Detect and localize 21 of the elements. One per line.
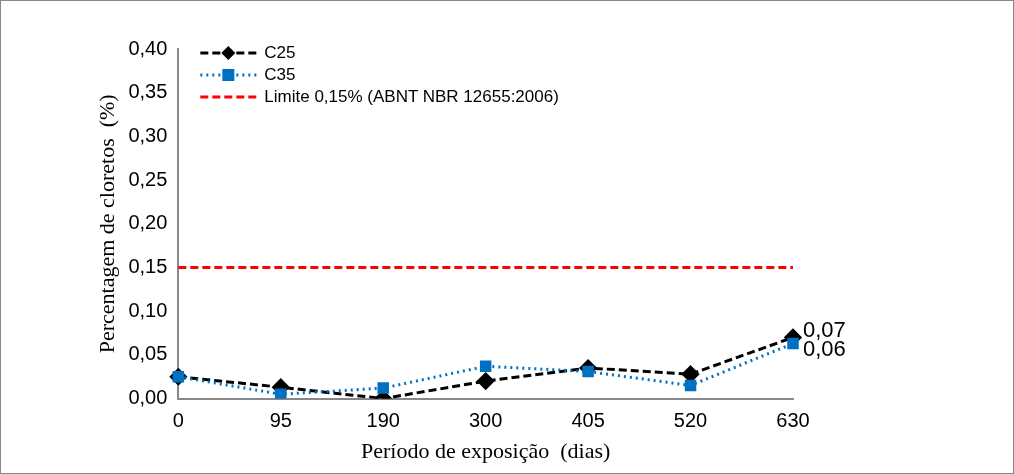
legend-label: Limite 0,15% (ABNT NBR 12655:2006): [264, 86, 559, 106]
x-tick-label: 405: [571, 409, 605, 432]
x-tick-label: 190: [366, 409, 400, 432]
x-tick-label: 300: [468, 409, 503, 432]
legend-label: C25: [264, 42, 296, 62]
y-axis-title: Percentagem de cloretos (%): [93, 94, 119, 354]
x-tick-label: 0: [172, 409, 184, 432]
y-tick-label: 0,00: [128, 386, 168, 409]
y-tick-label: 0,10: [128, 298, 168, 321]
x-axis-title: Período de exposição (dias): [361, 437, 611, 463]
y-tick-label: 0,30: [128, 123, 168, 146]
x-tick-label: 520: [673, 409, 708, 432]
y-tick-label: 0,20: [128, 211, 168, 234]
y-tick-label: 0,15: [128, 255, 168, 278]
x-tick-label: 630: [776, 409, 810, 432]
y-tick-label: 0,05: [128, 342, 168, 365]
y-tick-label: 0,25: [128, 167, 168, 190]
y-tick-label: 0,35: [128, 80, 168, 103]
legend-label: C35: [264, 64, 296, 84]
x-tick-label: 95: [269, 409, 292, 432]
y-tick-label: 0,40: [128, 36, 168, 59]
